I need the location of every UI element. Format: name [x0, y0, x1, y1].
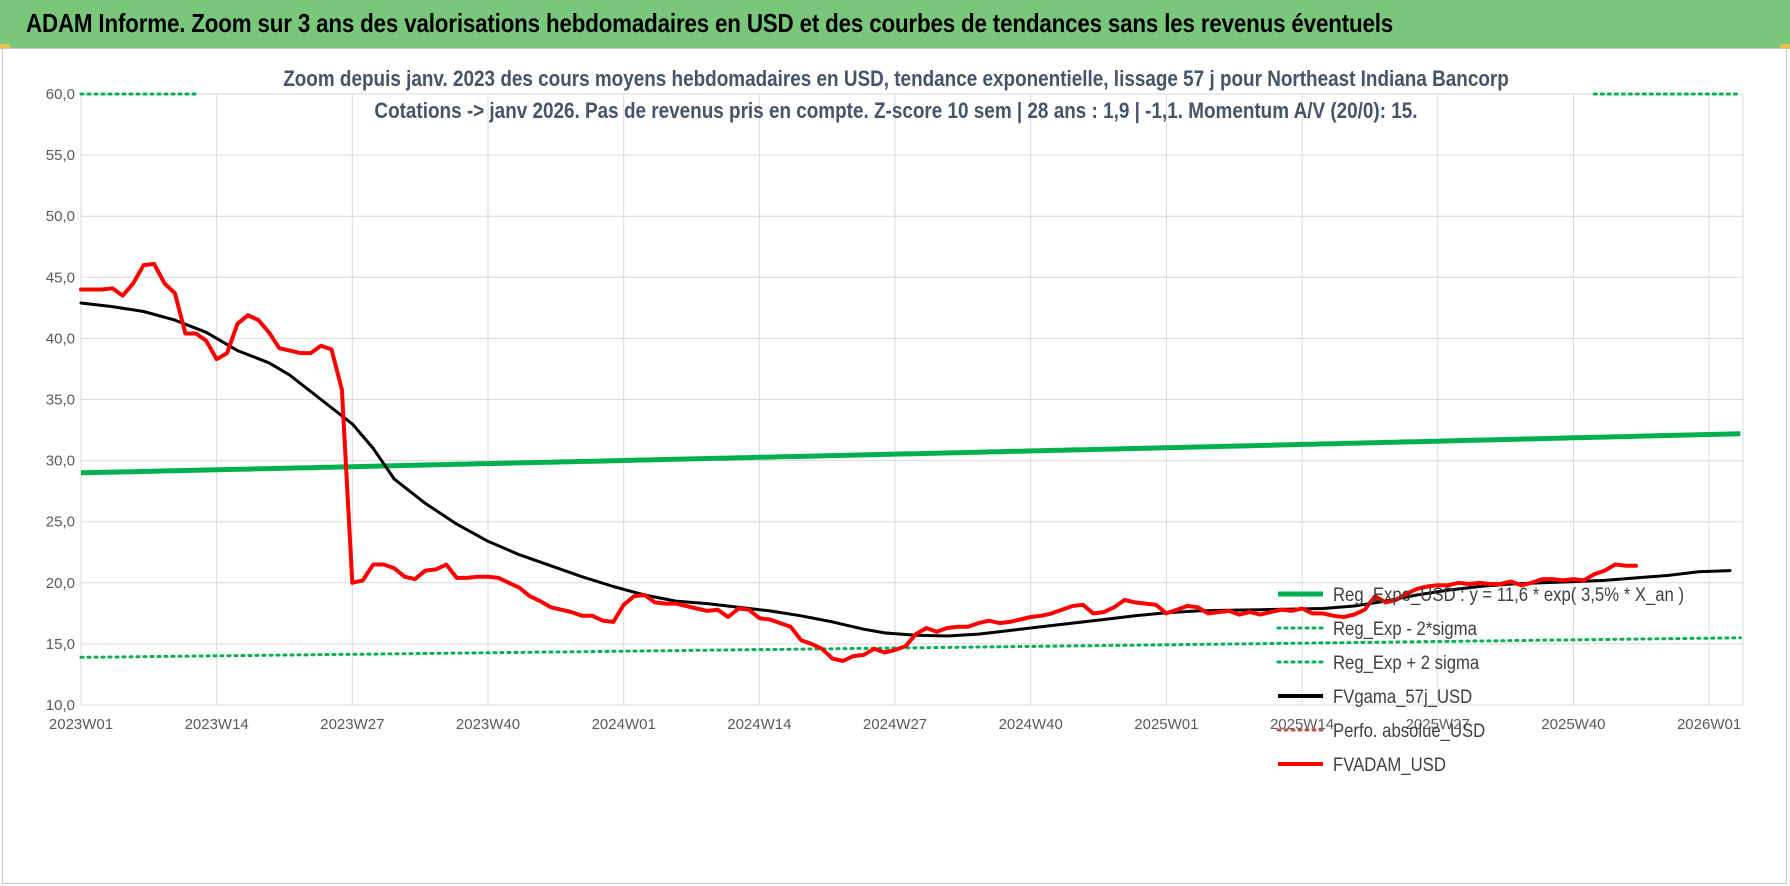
y-tick-label: 60,0: [46, 86, 75, 103]
report-title: ADAM Informe. Zoom sur 3 ans des valoris…: [26, 8, 1394, 38]
chart-title-line1: Zoom depuis janv. 2023 des cours moyens …: [283, 67, 1509, 92]
x-tick-label: 2024W27: [863, 716, 927, 733]
x-tick-label: 2024W01: [592, 716, 656, 733]
y-tick-label: 40,0: [46, 330, 75, 347]
legend-label: Reg_Expo_USD : y = 11,6 * exp( 3,5% * X_…: [1333, 584, 1684, 606]
chart-svg: 10,0 15,0 20,0 25,0 30,0 35,0 40,0 45,0 50,0 55,0…: [46, 67, 1744, 776]
y-tick-label: 15,0: [46, 636, 75, 653]
legend-label: FVgama_57j_USD: [1333, 686, 1472, 708]
chart-legend: Reg_Expo_USD : y = 11,6 * exp( 3,5% * X_…: [1276, 584, 1684, 776]
banner-corner-right: [1780, 44, 1790, 49]
y-tick-label: 35,0: [46, 392, 75, 409]
chart-title-line2: Cotations -> janv 2026. Pas de revenus p…: [374, 99, 1417, 124]
legend-label: Reg_Exp + 2 sigma: [1333, 652, 1479, 674]
x-tick-label: 2025W01: [1134, 716, 1198, 733]
legend-label: FVADAM_USD: [1333, 754, 1446, 776]
y-tick-label: 55,0: [46, 147, 75, 164]
y-tick-label: 50,0: [46, 208, 75, 225]
chart-grid: [80, 93, 1744, 706]
y-tick-label: 10,0: [46, 697, 75, 714]
x-tick-label: 2023W27: [320, 716, 384, 733]
report-banner: ADAM Informe. Zoom sur 3 ans des valoris…: [0, 0, 1790, 48]
x-tick-label: 2024W14: [727, 716, 791, 733]
x-tick-label: 2024W40: [999, 716, 1063, 733]
y-tick-label: 20,0: [46, 575, 75, 592]
x-tick-label: 2025W27: [1406, 716, 1470, 733]
x-tick-label: 2025W40: [1541, 716, 1605, 733]
legend-label: Reg_Exp - 2*sigma: [1333, 618, 1477, 640]
y-tick-label: 30,0: [46, 453, 75, 470]
x-tick-label: 2026W01: [1677, 716, 1741, 733]
y-tick-label: 45,0: [46, 269, 75, 286]
y-axis-ticks: 10,0 15,0 20,0 25,0 30,0 35,0 40,0 45,0 50,0 55,0…: [46, 86, 75, 714]
series-fvgama-57j: [79, 301, 1732, 638]
series-fvadam: [79, 261, 1638, 663]
x-tick-label: 2023W14: [185, 716, 249, 733]
chart-series: [79, 92, 1742, 663]
x-tick-label: 2023W01: [49, 716, 113, 733]
banner-corner-left: [0, 44, 10, 49]
chart-frame: 10,0 15,0 20,0 25,0 30,0 35,0 40,0 45,0 50,0 55,0…: [2, 48, 1787, 884]
legend-label: Perfo. absolue_USD: [1333, 720, 1485, 742]
x-tick-label: 2023W40: [456, 716, 520, 733]
x-axis-ticks: 2023W01 2023W14 2023W27 2023W40 2024W01 2024W…: [49, 716, 1741, 733]
y-tick-label: 25,0: [46, 514, 75, 531]
series-reg-expo: [80, 431, 1741, 476]
